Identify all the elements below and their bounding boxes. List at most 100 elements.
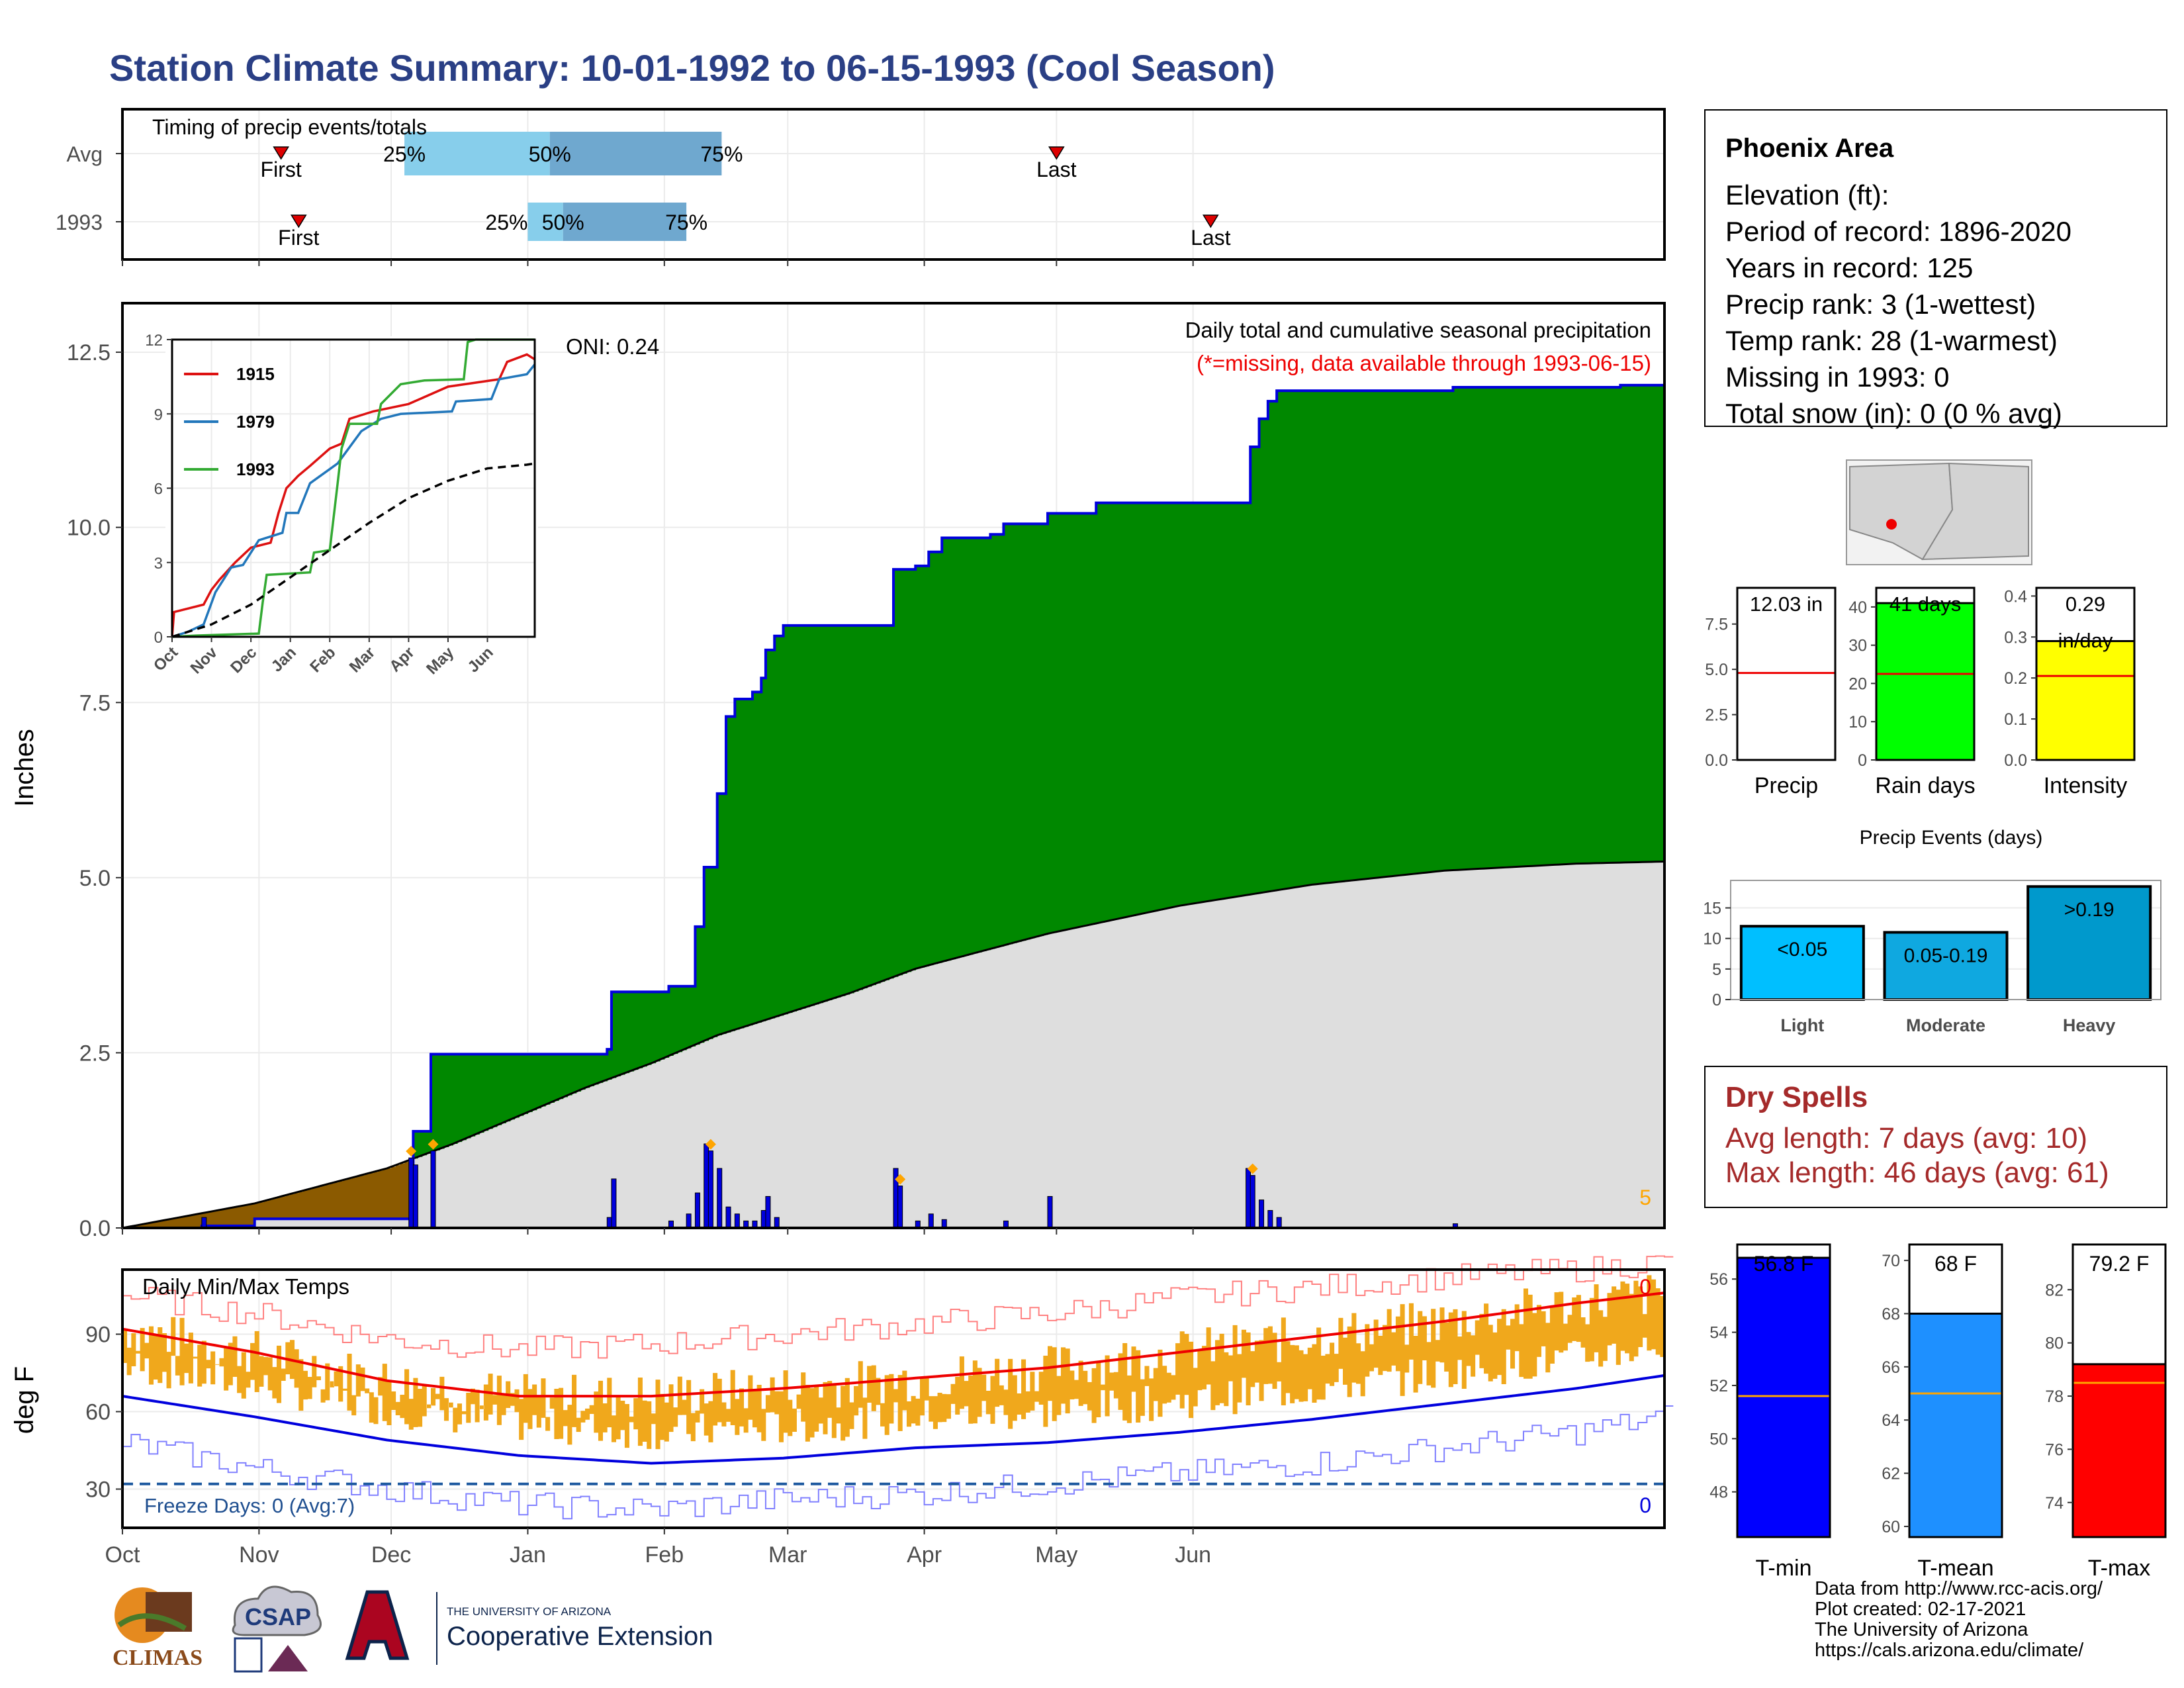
- precip-daily-bar: [897, 1186, 903, 1229]
- precip-daily-bar: [430, 1150, 436, 1229]
- timing-bar-q2-1993: [563, 203, 687, 241]
- temp-corner-top: 0: [1639, 1275, 1651, 1299]
- dry-spells-avg: Avg length: 7 days (avg: 10): [1725, 1122, 2088, 1154]
- precip-daily-bar: [760, 1210, 766, 1229]
- page-title: Station Climate Summary: 10-01-1992 to 0…: [109, 47, 1275, 89]
- precip-daily-bar: [1259, 1199, 1265, 1229]
- temp-ytick-label: 90: [85, 1323, 111, 1348]
- temp-bar-panel-label: T-mean: [1917, 1556, 1993, 1581]
- events-ytick-label: 15: [1703, 900, 1721, 918]
- month-axis-label: Oct: [105, 1542, 140, 1568]
- inset-ytick-label: 3: [154, 555, 163, 573]
- temp-bar-value-label: 68 F: [1934, 1252, 1977, 1276]
- temp-bar-t-mean: [1908, 1312, 2003, 1538]
- temp-bar-ytick-label: 82: [2045, 1281, 2064, 1299]
- inset-series-1993: [171, 338, 535, 638]
- precip-daily-bar: [704, 1143, 709, 1229]
- timing-bar-q1-1993: [527, 203, 563, 241]
- summary-ytick-label: 10: [1848, 713, 1867, 731]
- summary-bar-intensity: [2035, 639, 2136, 761]
- summary-unit-label: in/day: [2058, 629, 2113, 652]
- inset-bg: [165, 336, 538, 637]
- temp-ytick-label: 30: [85, 1477, 111, 1503]
- precip-daily-bar: [725, 1206, 731, 1229]
- summary-panel-label: Rain days: [1875, 773, 1975, 798]
- timing-first-label: First: [261, 158, 302, 181]
- freeze-days-label: Freeze Days: 0 (Avg:7): [144, 1494, 355, 1517]
- summary-ytick-label: 7.5: [1705, 616, 1728, 634]
- month-axis-label: Jun: [1175, 1542, 1211, 1568]
- precip-ytick-label: 10.0: [67, 516, 111, 541]
- precip-daily-bar: [1250, 1175, 1255, 1229]
- temp-panel-border: [121, 1268, 1666, 1529]
- summary-value-label: 12.03 in: [1750, 592, 1823, 616]
- timing-row-label: Avg: [66, 142, 103, 166]
- events-ytick-label: 0: [1712, 991, 1721, 1009]
- temp-bar-ytick-label: 70: [1882, 1252, 1900, 1270]
- dry-spells-max: Max length: 46 days (avg: 61): [1725, 1156, 2109, 1189]
- station-snow: Total snow (in): 0 (0 % avg): [1725, 398, 2062, 429]
- precip-below-average-area: [126, 1160, 414, 1228]
- timing-panel-bg: [122, 109, 1664, 259]
- inset-series-average: [171, 462, 535, 638]
- inset-ytick-label: 0: [154, 629, 163, 647]
- timing-title: Timing of precip events/totals: [152, 115, 427, 139]
- precip-daily-bar: [928, 1213, 934, 1229]
- precip-ytick-label: 5.0: [79, 866, 111, 891]
- temp-bar-ytick-label: 80: [2045, 1335, 2064, 1353]
- precip-ytick-label: 2.5: [79, 1041, 111, 1066]
- summary-value-label: 41 days: [1889, 592, 1962, 616]
- precip-panel-border: [121, 302, 1666, 1229]
- temp-bar-panel-border: [1908, 1243, 2003, 1538]
- precip-daily-bar: [606, 1217, 612, 1229]
- temp-bar-ytick-label: 56: [1709, 1270, 1728, 1289]
- month-axis-label: Apr: [907, 1542, 942, 1568]
- summary-value-label: 0.29: [2066, 592, 2105, 616]
- timing-first-label: First: [278, 226, 319, 250]
- precip-average-area: [122, 861, 1664, 1228]
- temp-bar-ytick-label: 52: [1709, 1377, 1728, 1395]
- month-axis-label: Nov: [239, 1542, 279, 1568]
- precip-ylabel: Inches: [10, 729, 39, 807]
- temp-corner-bottom: 0: [1639, 1493, 1651, 1517]
- timing-first-marker: [290, 214, 307, 228]
- temp-bar-ytick-label: 76: [2045, 1440, 2064, 1459]
- precip-extreme-marker: [1247, 1163, 1258, 1174]
- summary-ytick-label: 0: [1858, 751, 1867, 770]
- events-bar-light: [1739, 925, 1865, 1001]
- temp-bar-ytick-label: 78: [2045, 1387, 2064, 1406]
- events-bar-label: 0.05-0.19: [1904, 945, 1988, 966]
- timing-row-label: 1993: [56, 211, 103, 234]
- summary-ytick-label: 0.1: [2004, 710, 2027, 729]
- dry-spells-heading: Dry Spells: [1725, 1081, 1868, 1113]
- precip-daily-bar: [694, 1192, 700, 1229]
- events-category-label: Heavy: [2063, 1015, 2116, 1035]
- precip-corner-label: 5: [1639, 1186, 1651, 1209]
- summary-ytick-label: 0.3: [2004, 628, 2027, 647]
- precip-title: Daily total and cumulative seasonal prec…: [1185, 318, 1651, 342]
- temp-ylabel: deg F: [10, 1366, 39, 1434]
- credit-university: The University of Arizona: [1815, 1619, 2028, 1640]
- ua-big-text: Cooperative Extension: [447, 1622, 713, 1651]
- events-bar-label: >0.19: [2064, 899, 2115, 921]
- station-precip-rank: Precip rank: 3 (1-wettest): [1725, 289, 2036, 320]
- csap-text: CSAP: [245, 1603, 311, 1630]
- timing-p75-label: 75%: [665, 211, 707, 234]
- climas-text: CLIMAS: [113, 1646, 203, 1670]
- inset-legend-label: 1993: [236, 459, 275, 479]
- events-title: Precip Events (days): [1860, 827, 2043, 849]
- precip-daily-bar: [611, 1178, 617, 1229]
- station-missing: Missing in 1993: 0: [1725, 361, 1950, 393]
- timing-bar-q2-Avg: [549, 132, 722, 175]
- timing-p75-label: 75%: [700, 142, 743, 166]
- timing-last-label: Last: [1036, 158, 1077, 181]
- summary-ytick-label: 2.5: [1705, 706, 1728, 725]
- precip-daily-bar: [408, 1157, 414, 1229]
- summary-ytick-label: 20: [1848, 675, 1867, 693]
- precip-extreme-marker: [895, 1174, 906, 1185]
- station-years: Years in record: 125: [1725, 252, 1974, 283]
- temp-bar-panel-label: T-max: [2088, 1556, 2150, 1581]
- inset-legend-label: 1915: [236, 364, 275, 384]
- temp-bar-t-min: [1736, 1256, 1831, 1538]
- precip-daily-bar: [201, 1217, 207, 1229]
